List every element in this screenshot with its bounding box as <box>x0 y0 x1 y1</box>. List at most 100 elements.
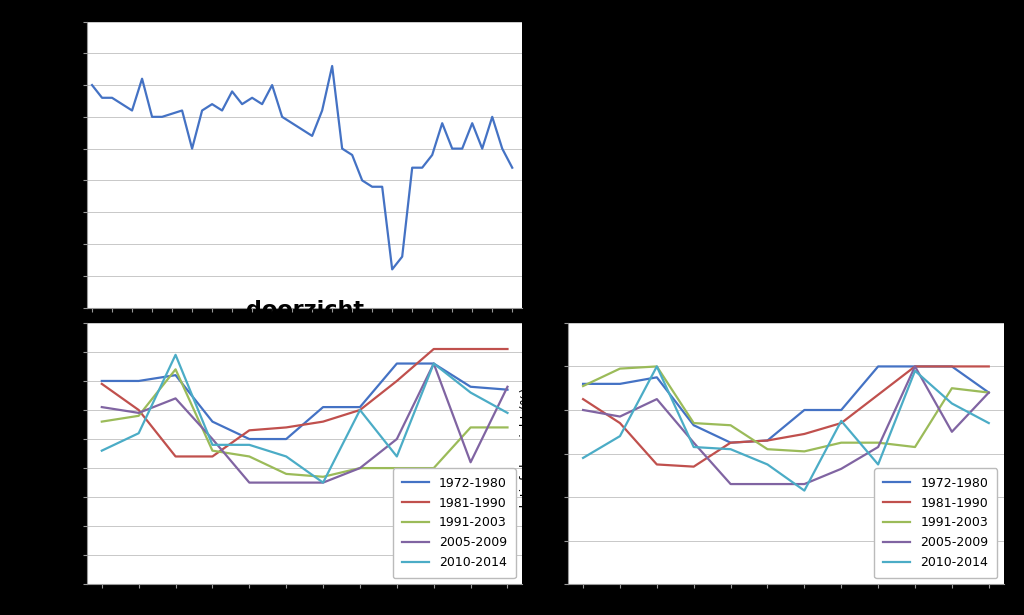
1972-1980 <box>983 389 995 396</box>
2005-2009 <box>836 465 848 472</box>
2005-2009 <box>95 403 108 411</box>
2010-2014 <box>946 400 958 407</box>
Line: 1991-2003: 1991-2003 <box>101 370 508 477</box>
1972-1980 <box>206 418 218 426</box>
Line: 1972-1980: 1972-1980 <box>583 367 989 443</box>
1991-2003 <box>650 363 663 370</box>
2005-2009 <box>724 480 736 488</box>
2005-2009 <box>909 363 922 370</box>
2005-2009 <box>872 443 885 451</box>
1972-1980 <box>428 360 440 367</box>
2010-2014 <box>761 461 773 468</box>
1991-2003 <box>946 384 958 392</box>
2005-2009 <box>502 383 514 391</box>
1981-1990 <box>577 395 589 403</box>
1981-1990 <box>983 363 995 370</box>
Title: doorzicht: doorzicht <box>246 0 364 18</box>
Line: 1972-1980: 1972-1980 <box>101 363 508 439</box>
1991-2003 <box>428 464 440 472</box>
2005-2009 <box>280 479 292 486</box>
2005-2009 <box>243 479 255 486</box>
Title: doorzicht: doorzicht <box>246 300 364 320</box>
1981-1990 <box>354 407 367 414</box>
Line: 2005-2009: 2005-2009 <box>583 367 989 484</box>
1972-1980 <box>280 435 292 443</box>
2005-2009 <box>577 407 589 414</box>
2010-2014 <box>354 407 367 414</box>
2010-2014 <box>650 363 663 370</box>
1981-1990 <box>391 377 403 384</box>
1991-2003 <box>502 424 514 431</box>
Line: 2005-2009: 2005-2009 <box>101 363 508 483</box>
2010-2014 <box>465 389 477 396</box>
1972-1980 <box>317 403 330 411</box>
1991-2003 <box>613 365 626 372</box>
2010-2014 <box>577 454 589 462</box>
1991-2003 <box>132 412 144 419</box>
2010-2014 <box>428 360 440 367</box>
1972-1980 <box>613 380 626 387</box>
1991-2003 <box>836 439 848 446</box>
1991-2003 <box>280 470 292 478</box>
1981-1990 <box>465 346 477 353</box>
1991-2003 <box>95 418 108 426</box>
2005-2009 <box>761 480 773 488</box>
1972-1980 <box>909 363 922 370</box>
1981-1990 <box>761 437 773 444</box>
2005-2009 <box>650 395 663 403</box>
2005-2009 <box>132 409 144 416</box>
1981-1990 <box>687 463 699 470</box>
1972-1980 <box>95 377 108 384</box>
1991-2003 <box>354 464 367 472</box>
1991-2003 <box>724 421 736 429</box>
Line: 1991-2003: 1991-2003 <box>583 367 989 451</box>
1972-1980 <box>465 383 477 391</box>
1981-1990 <box>169 453 181 460</box>
Legend: 1972-1980, 1981-1990, 1991-2003, 2005-2009, 2010-2014: 1972-1980, 1981-1990, 1991-2003, 2005-20… <box>874 468 997 578</box>
Line: 1981-1990: 1981-1990 <box>583 367 989 467</box>
2005-2009 <box>391 435 403 443</box>
1981-1990 <box>206 453 218 460</box>
1991-2003 <box>243 453 255 460</box>
1972-1980 <box>169 371 181 379</box>
2005-2009 <box>354 464 367 472</box>
1972-1980 <box>872 363 885 370</box>
1991-2003 <box>465 424 477 431</box>
Legend: 1972-1980, 1981-1990, 1991-2003, 2005-2009, 2010-2014: 1972-1980, 1981-1990, 1991-2003, 2005-20… <box>393 468 516 578</box>
1981-1990 <box>872 391 885 399</box>
1981-1990 <box>650 461 663 468</box>
1991-2003 <box>799 448 811 455</box>
2010-2014 <box>243 441 255 448</box>
2005-2009 <box>946 428 958 435</box>
1981-1990 <box>428 346 440 353</box>
1991-2003 <box>761 445 773 453</box>
1981-1990 <box>95 380 108 387</box>
2010-2014 <box>613 432 626 440</box>
1972-1980 <box>577 380 589 387</box>
2010-2014 <box>799 487 811 494</box>
2005-2009 <box>206 435 218 443</box>
1972-1980 <box>354 403 367 411</box>
Y-axis label: relatief doorzicht (%): relatief doorzicht (%) <box>519 387 532 520</box>
2010-2014 <box>909 367 922 375</box>
2005-2009 <box>983 389 995 396</box>
2010-2014 <box>169 351 181 359</box>
2005-2009 <box>169 395 181 402</box>
1991-2003 <box>317 473 330 480</box>
1972-1980 <box>836 407 848 414</box>
1991-2003 <box>206 447 218 454</box>
1981-1990 <box>132 407 144 414</box>
2005-2009 <box>317 479 330 486</box>
1981-1990 <box>280 424 292 431</box>
1991-2003 <box>983 389 995 396</box>
1972-1980 <box>243 435 255 443</box>
Line: 2010-2014: 2010-2014 <box>583 367 989 491</box>
1981-1990 <box>909 363 922 370</box>
Y-axis label: doorzicht (dm): doorzicht (dm) <box>45 119 58 210</box>
1981-1990 <box>724 439 736 446</box>
1991-2003 <box>577 383 589 390</box>
Title: relatief doorzicht: relatief doorzicht <box>677 300 895 320</box>
1991-2003 <box>169 366 181 373</box>
2010-2014 <box>280 453 292 460</box>
2010-2014 <box>502 409 514 416</box>
